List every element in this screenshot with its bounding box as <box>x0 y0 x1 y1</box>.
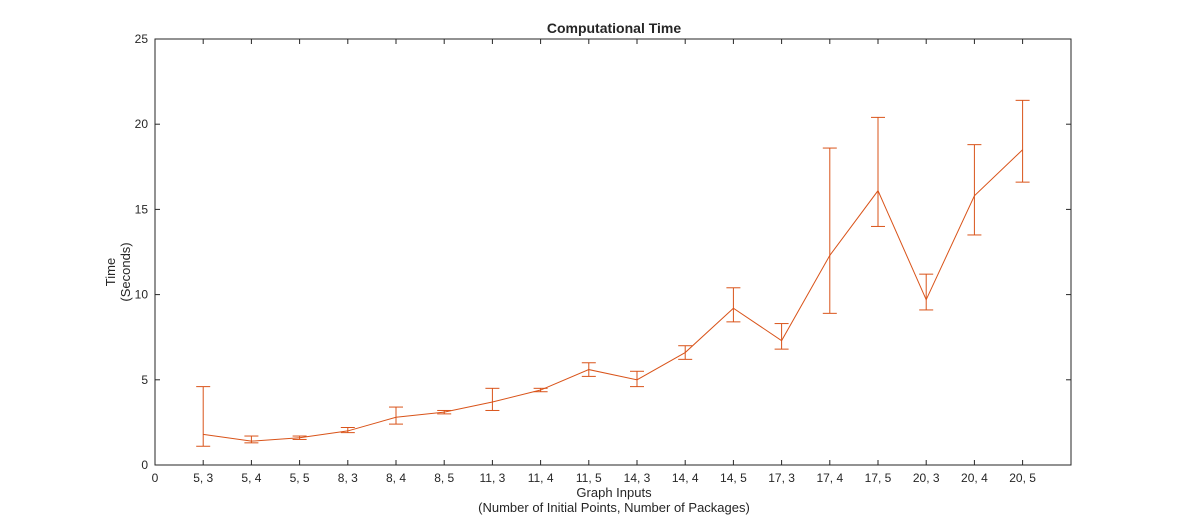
x-tick-label: 14, 4 <box>672 471 699 485</box>
x-tick-label: 8, 3 <box>338 471 358 485</box>
x-tick-label: 20, 3 <box>913 471 940 485</box>
x-tick-label: 8, 4 <box>386 471 406 485</box>
x-axis-label: Graph Inputs <box>576 485 652 500</box>
x-axis: 0 5, 3 5, 4 5, 5 8, 3 8, 4 8, 5 11, 3 11, 4 11, 5… <box>152 39 1036 485</box>
x-axis-sublabel: (Number of Initial Points, Number of Pac… <box>478 500 750 515</box>
x-tick-label: 17, 5 <box>865 471 892 485</box>
x-tick-label: 17, 3 <box>768 471 795 485</box>
y-axis-label: Time <box>103 258 118 286</box>
x-tick-label: 20, 4 <box>961 471 988 485</box>
y-axis-sublabel: (Seconds) <box>118 242 133 301</box>
x-tick-label: 20, 5 <box>1009 471 1036 485</box>
chart-title: Computational Time <box>547 20 682 36</box>
x-tick-label: 11, 3 <box>479 471 505 485</box>
x-tick-label: 8, 5 <box>434 471 454 485</box>
x-tick-label: 11, 5 <box>576 471 602 485</box>
x-tick-label: 14, 3 <box>624 471 651 485</box>
y-tick-label: 20 <box>135 117 149 131</box>
error-bars <box>196 99 1030 447</box>
y-tick-label: 10 <box>135 288 149 302</box>
plot-area <box>154 38 1072 466</box>
y-axis: 0 5 10 15 20 25 <box>135 32 1071 472</box>
x-tick-label: 5, 4 <box>241 471 261 485</box>
y-tick-label: 25 <box>135 32 149 46</box>
y-tick-label: 15 <box>135 202 149 216</box>
x-tick-label: 14, 5 <box>720 471 747 485</box>
y-tick-label: 0 <box>141 458 148 472</box>
x-tick-label: 5, 5 <box>290 471 310 485</box>
x-tick-label: 11, 4 <box>528 471 554 485</box>
x-tick-label: 17, 4 <box>816 471 843 485</box>
y-tick-label: 5 <box>141 373 148 387</box>
x-tick-label: 5, 3 <box>193 471 213 485</box>
x-tick-label: 0 <box>152 471 159 485</box>
series-line <box>203 149 1023 442</box>
